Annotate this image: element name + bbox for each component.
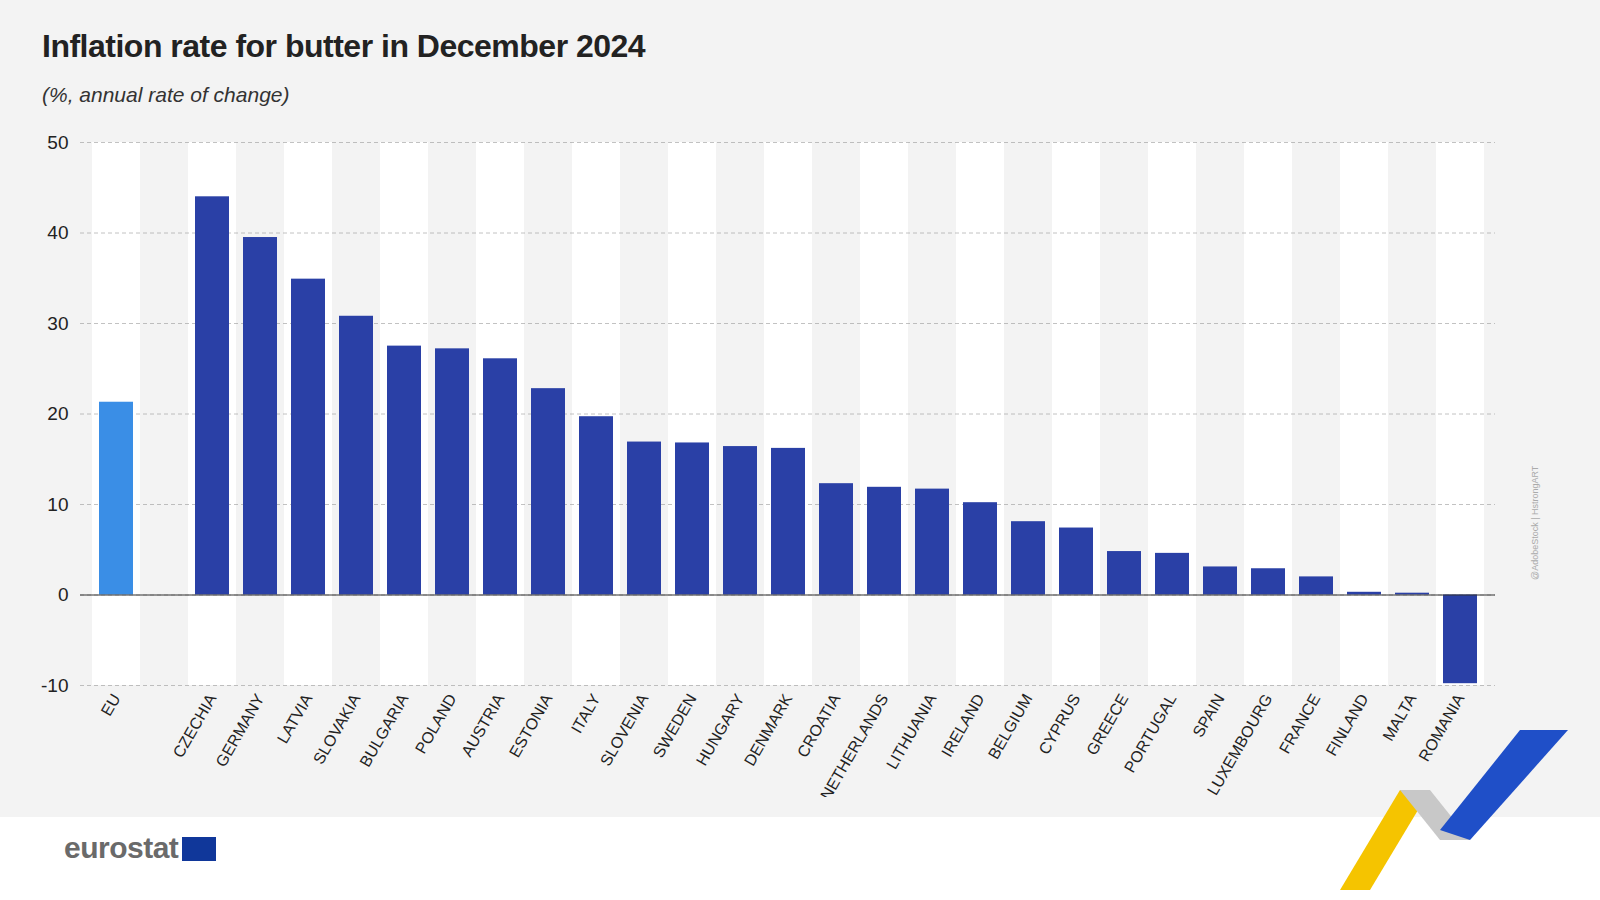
svg-text:LATVIA: LATVIA [274,691,316,747]
svg-text:0: 0 [58,584,69,605]
svg-text:SLOVENIA: SLOVENIA [597,691,652,769]
svg-text:EU: EU [98,691,124,719]
svg-text:NETHERLANDS: NETHERLANDS [817,691,891,797]
svg-text:CROATIA: CROATIA [794,691,844,760]
svg-text:DENMARK: DENMARK [741,691,796,769]
html-text:Inflation rate for butter in D: Inflation rate for butter in December 20… [42,28,646,64]
svg-text:20: 20 [47,403,68,424]
svg-text:IRELAND: IRELAND [938,691,987,760]
svg-text:PORTUGAL: PORTUGAL [1121,691,1180,776]
svg-text:30: 30 [47,313,68,334]
svg-text:BELGIUM: BELGIUM [985,691,1036,762]
svg-text:FINLAND: FINLAND [1323,691,1372,759]
svg-text:LUXEMBOURG: LUXEMBOURG [1204,691,1276,797]
svg-text:-10: -10 [41,675,68,696]
svg-text:ESTONIA: ESTONIA [506,691,556,760]
svg-text:50: 50 [47,132,68,153]
html-text:eurostat: eurostat [64,831,179,864]
svg-text:10: 10 [47,494,68,515]
svg-text:CZECHIA: CZECHIA [170,691,220,761]
svg-text:GERMANY: GERMANY [212,691,267,770]
svg-text:ITALY: ITALY [568,691,604,736]
svg-text:GREECE: GREECE [1083,691,1132,758]
html-text:(%, annual rate of change): (%, annual rate of change) [42,83,290,106]
svg-text:CYPRUS: CYPRUS [1035,691,1083,757]
svg-text:ROMANIA: ROMANIA [1415,691,1467,764]
svg-text:AUSTRIA: AUSTRIA [458,691,508,760]
svg-text:SPAIN: SPAIN [1189,691,1227,740]
svg-text:HUNGARY: HUNGARY [693,691,748,769]
svg-text:POLAND: POLAND [412,691,460,756]
svg-text:SWEDEN: SWEDEN [650,691,700,760]
svg-text:BULGARIA: BULGARIA [356,691,411,770]
svg-text:MALTA: MALTA [1379,691,1419,744]
svg-text:LITHUANIA: LITHUANIA [883,691,940,772]
html-text:@AdobeStock | HstrongART: @AdobeStock | HstrongART [1530,465,1540,580]
svg-text:FRANCE: FRANCE [1276,691,1324,756]
svg-text:40: 40 [47,222,68,243]
svg-text:SLOVAKIA: SLOVAKIA [310,691,364,767]
